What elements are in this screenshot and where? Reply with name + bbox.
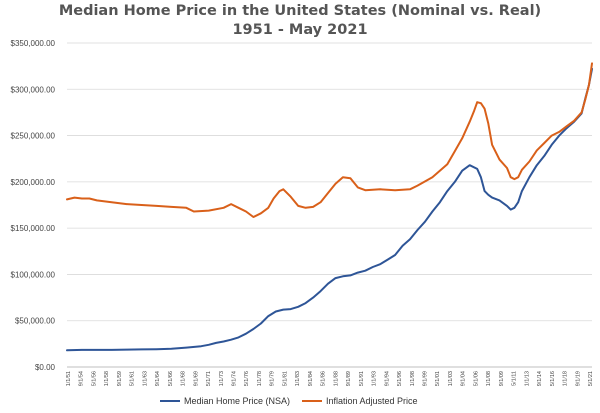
series-line-real [66,62,593,218]
x-tick-label: 9/1/14 [537,371,543,386]
grid-layer [67,42,592,322]
y-tick-label: $100,000.00 [11,270,56,279]
x-tick-label: 5/1/11 [512,371,518,386]
chart-title-block: Median Home Price in the United States (… [0,2,600,40]
x-tick-label: 9/1/59 [117,371,123,386]
x-tick-label: 1/1/13 [524,371,530,386]
x-tick-label: 1/1/88 [333,371,339,386]
x-tick-labels: 1/1/51 9/1/54 5/1/56 1/1/58 9/1/59 5/1/61 1/1/… [66,371,594,386]
x-tick-label: 1/1/08 [486,371,492,386]
x-tick-label: 9/1/94 [384,371,390,386]
x-tick-label: 5/1/91 [359,371,365,386]
x-tick-label: 9/1/09 [499,371,505,386]
legend-label: Inflation Adjusted Price [326,396,418,406]
x-tick-label: 9/1/04 [461,371,467,386]
y-tick-label: $300,000.00 [11,85,56,94]
x-tick-label: 5/1/21 [588,371,594,386]
x-tick-label: 1/1/58 [104,371,110,386]
legend-label: Median Home Price (NSA) [184,396,290,406]
x-tick-label: 5/1/81 [282,371,288,386]
x-tick-label: 9/1/69 [193,371,199,386]
x-tick-label: 9/1/84 [308,371,314,386]
x-tick-label: 5/1/86 [321,371,327,386]
x-tick-label: 1/1/51 [66,371,72,386]
y-tick-label: $200,000.00 [11,178,56,187]
x-tick-label: 1/1/93 [372,371,378,386]
x-tick-label: 9/1/99 [422,371,428,386]
x-tick-label: 5/1/61 [130,371,136,386]
y-tick-label: $150,000.00 [11,224,56,233]
chart-title: Median Home Price in the United States (… [58,3,542,19]
x-tick-label: 1/1/03 [448,371,454,386]
x-tick-label: 5/1/96 [397,371,403,386]
series-layer [66,62,593,352]
y-tick-label: $50,000.00 [15,317,56,326]
x-tick-label: 1/1/83 [295,371,301,386]
x-tick-label: 1/1/98 [410,371,416,386]
series-line-nominal [66,67,593,352]
x-tick-label: 5/1/16 [550,371,556,386]
x-tick-label: 5/1/66 [168,371,174,386]
x-tick-label: 5/1/01 [435,371,441,386]
x-tick-label: 1/1/73 [219,371,225,386]
x-tick-label: 1/1/63 [142,371,148,386]
legend: Median Home Price (NSA) Inflation Adjuste… [160,396,418,406]
y-tick-label: $250,000.00 [11,132,56,141]
x-tick-label: 1/1/78 [257,371,263,386]
y-tick-labels: $0.00 $50,000.00 $100,000.00 $150,000.00 $20… [11,39,56,372]
y-tick-label: $0.00 [35,363,56,372]
x-tick-label: 1/1/68 [181,371,187,386]
x-tick-label: 9/1/64 [155,371,161,386]
x-tick-label: 5/1/06 [473,371,479,386]
x-tick-label: 1/1/18 [563,371,569,386]
x-tick-label: 9/1/54 [79,371,85,386]
x-tick-label: 5/1/76 [244,371,250,386]
x-tick-label: 5/1/71 [206,371,212,386]
x-tick-label: 9/1/79 [270,371,276,386]
x-tick-label: 9/1/19 [575,371,581,386]
y-tick-label: $350,000.00 [11,39,56,48]
x-tick-label: 9/1/89 [346,371,352,386]
x-tick-label: 9/1/74 [232,371,238,386]
x-tick-label: 5/1/56 [91,371,97,386]
chart-subtitle: 1951 - May 2021 [232,22,368,38]
